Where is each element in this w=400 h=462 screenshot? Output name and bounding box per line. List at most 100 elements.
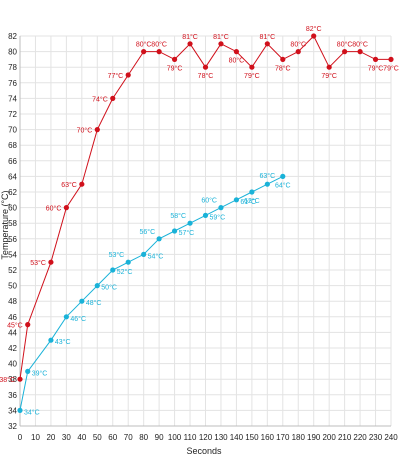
data-label: 80°C: [229, 57, 245, 65]
data-label: 74°C: [92, 95, 108, 103]
data-label: 77°C: [108, 72, 124, 80]
y-tick-label: 64: [8, 172, 17, 181]
x-tick-label: 70: [124, 433, 133, 442]
x-tick-label: 170: [276, 433, 290, 442]
data-point: [295, 49, 301, 55]
data-label: 58°C: [170, 212, 186, 220]
data-label: 81°C: [260, 33, 276, 41]
data-point: [264, 181, 270, 187]
data-point: [218, 41, 224, 47]
y-tick-label: 82: [8, 32, 17, 41]
data-point: [94, 283, 100, 289]
y-tick-label: 42: [8, 344, 17, 353]
data-point: [171, 228, 178, 234]
data-point: [249, 64, 255, 70]
data-label: 61°C: [240, 198, 256, 206]
data-label: 56°C: [139, 228, 155, 236]
data-label: 57°C: [179, 229, 195, 237]
x-tick-label: 190: [307, 433, 321, 442]
data-point: [17, 376, 23, 382]
data-label: 63°C: [61, 181, 77, 189]
y-tick-label: 58: [8, 219, 17, 228]
y-tick-label: 56: [8, 235, 17, 244]
data-point: [218, 205, 224, 211]
data-point: [48, 337, 54, 343]
y-tick-label: 52: [8, 266, 17, 275]
data-label: 81°C: [182, 33, 198, 41]
data-label: 80°C: [151, 41, 167, 49]
data-label: 60°C: [201, 197, 217, 205]
data-point: [156, 236, 162, 242]
data-point: [125, 72, 131, 78]
data-point: [156, 49, 162, 55]
x-tick-label: 60: [108, 433, 117, 442]
data-point: [342, 49, 348, 55]
x-tick-label: 210: [338, 433, 352, 442]
data-label: 81°C: [213, 33, 229, 41]
data-label: 39°C: [32, 369, 48, 377]
series-0: 38°C45°C53°C60°C63°C70°C74°C77°C80°C 80°C…: [0, 25, 399, 384]
x-tick-label: 180: [292, 433, 306, 442]
data-label: 43°C: [55, 338, 71, 346]
x-tick-label: 140: [230, 433, 244, 442]
data-point: [311, 33, 317, 39]
data-point: [94, 127, 100, 133]
data-label: 79°C: [244, 72, 260, 80]
data-point: [17, 407, 23, 413]
data-point: [141, 251, 147, 257]
data-label: 63°C: [260, 172, 276, 180]
data-label: 53°C: [109, 251, 125, 259]
data-point: [125, 259, 131, 265]
data-label: 79°C: [167, 64, 183, 72]
x-tick-label: 120: [199, 433, 213, 442]
data-point: [202, 212, 209, 218]
y-axis-title: Temperature (°C): [0, 190, 10, 259]
y-tick-label: 62: [8, 188, 17, 197]
x-tick-label: 150: [245, 433, 259, 442]
y-tick-label: 60: [8, 204, 17, 213]
data-point: [357, 49, 363, 55]
y-tick-label: 74: [8, 94, 17, 103]
y-tick-label: 72: [8, 110, 17, 119]
data-label: 64°C: [275, 181, 291, 189]
data-point: [388, 56, 394, 63]
data-label: 60°C: [46, 205, 62, 213]
y-tick-label: 32: [8, 422, 17, 431]
data-point: [187, 220, 193, 226]
data-label: 46°C: [70, 315, 86, 323]
data-label: 79°C: [321, 72, 337, 80]
x-tick-label: 80: [139, 433, 148, 442]
data-point: [110, 267, 116, 273]
data-label: 80°C: [337, 41, 353, 49]
y-tick-label: 70: [8, 126, 17, 135]
data-label: 70°C: [77, 127, 93, 135]
y-tick-label: 54: [8, 250, 17, 259]
data-point: [63, 314, 69, 320]
y-tick-label: 68: [8, 141, 17, 150]
data-point: [48, 259, 54, 265]
y-tick-label: 50: [8, 282, 17, 291]
axes: 32 34 36 38 40 42 44 46 48 50 52 54 56 58 60 62 64 66 68 70…: [8, 32, 398, 442]
y-tick-label: 44: [8, 328, 17, 337]
y-tick-label: 66: [8, 157, 17, 166]
x-tick-label: 230: [369, 433, 383, 442]
x-tick-label: 10: [31, 433, 40, 442]
data-point: [187, 41, 193, 47]
data-label: 78°C: [198, 72, 214, 80]
data-point: [25, 368, 31, 374]
data-label: 54°C: [148, 252, 164, 260]
data-point: [79, 298, 85, 304]
y-tick-label: 80: [8, 48, 17, 57]
y-tick-label: 36: [8, 391, 17, 400]
data-point: [249, 189, 255, 195]
x-tick-label: 20: [46, 433, 55, 442]
data-label: 59°C: [210, 213, 226, 221]
x-tick-label: 110: [184, 433, 197, 442]
x-tick-label: 160: [261, 433, 275, 442]
data-point: [79, 181, 85, 187]
data-label: 78°C: [275, 64, 291, 72]
data-label: 80°C: [136, 41, 152, 49]
data-label: 34°C: [24, 408, 40, 416]
data-label: 45°C: [7, 322, 23, 330]
